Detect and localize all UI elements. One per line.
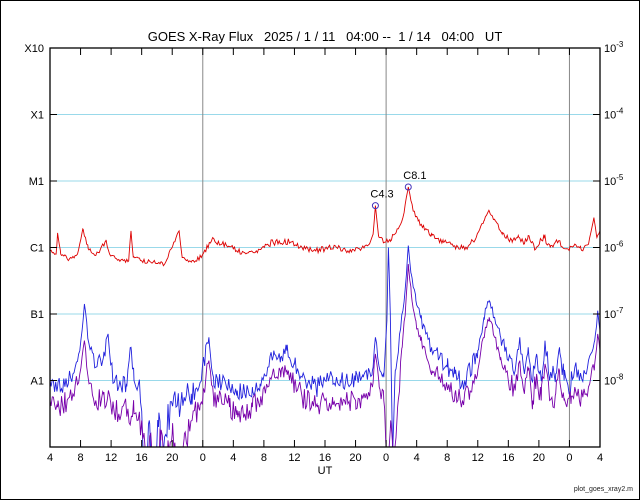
- x-tick-label: 20: [533, 452, 545, 464]
- x-tick-label: 16: [319, 452, 331, 464]
- x-tick-label: 16: [136, 452, 148, 464]
- y-right-label: 10-4: [604, 107, 624, 122]
- chart-title: GOES X-Ray Flux 2025 / 1 / 11 04:00 -- 1…: [147, 29, 503, 44]
- x-tick-label: 12: [105, 452, 117, 464]
- x-tick-label: 4: [414, 452, 420, 464]
- y-left-label: B1: [31, 309, 44, 321]
- x-tick-label: 8: [261, 452, 267, 464]
- x-axis-title: UT: [318, 465, 333, 477]
- flare-peak-marker: [371, 202, 379, 210]
- y-left-label: A1: [31, 376, 44, 388]
- y-right-label: 10-7: [604, 306, 624, 321]
- x-tick-labels: 4 8 12 16 20 0 4 8 12 16 20 0 4 8 12 16 20 0 4: [47, 452, 603, 464]
- flare-label: C8.1: [403, 170, 426, 182]
- axis-ticks: [49, 47, 601, 447]
- x-tick-label: 4: [597, 452, 603, 464]
- y-right-label: 10-6: [604, 240, 624, 255]
- flare-annotations: C4.3 C8.1: [370, 170, 427, 210]
- x-tick-label: 0: [566, 452, 572, 464]
- y-left-label: X10: [24, 43, 44, 55]
- x-tick-label: 4: [47, 452, 53, 464]
- series-2: [50, 264, 600, 447]
- y-left-label: C1: [30, 243, 44, 255]
- x-tick-label: 20: [166, 452, 178, 464]
- x-tick-label: 0: [383, 452, 389, 464]
- x-tick-label: 16: [502, 452, 514, 464]
- x-tick-label: 12: [472, 452, 484, 464]
- plot-caption: plot_goes_xray2.m: [574, 486, 633, 493]
- x-tick-label: 12: [288, 452, 300, 464]
- y-right-labels: 10-3 10-4 10-5 10-6 10-7 10-8: [604, 40, 624, 388]
- y-right-label: 10-5: [604, 173, 624, 188]
- flare-peak-marker: [404, 183, 412, 191]
- x-tick-label: 4: [230, 452, 236, 464]
- y-left-labels: X10 X1 M1 C1 B1 A1: [24, 43, 44, 388]
- x-tick-label: 0: [200, 452, 206, 464]
- y-left-label: M1: [29, 176, 44, 188]
- y-right-label: 10-8: [604, 373, 624, 388]
- flux-series: [50, 186, 600, 447]
- series-0: [50, 186, 600, 267]
- x-tick-label: 8: [444, 452, 450, 464]
- x-tick-label: 20: [349, 452, 361, 464]
- y-right-label: 10-3: [604, 40, 624, 55]
- x-tick-label: 8: [77, 452, 83, 464]
- flare-label: C4.3: [370, 189, 393, 201]
- y-left-label: X1: [31, 110, 44, 122]
- series-1: [50, 245, 600, 447]
